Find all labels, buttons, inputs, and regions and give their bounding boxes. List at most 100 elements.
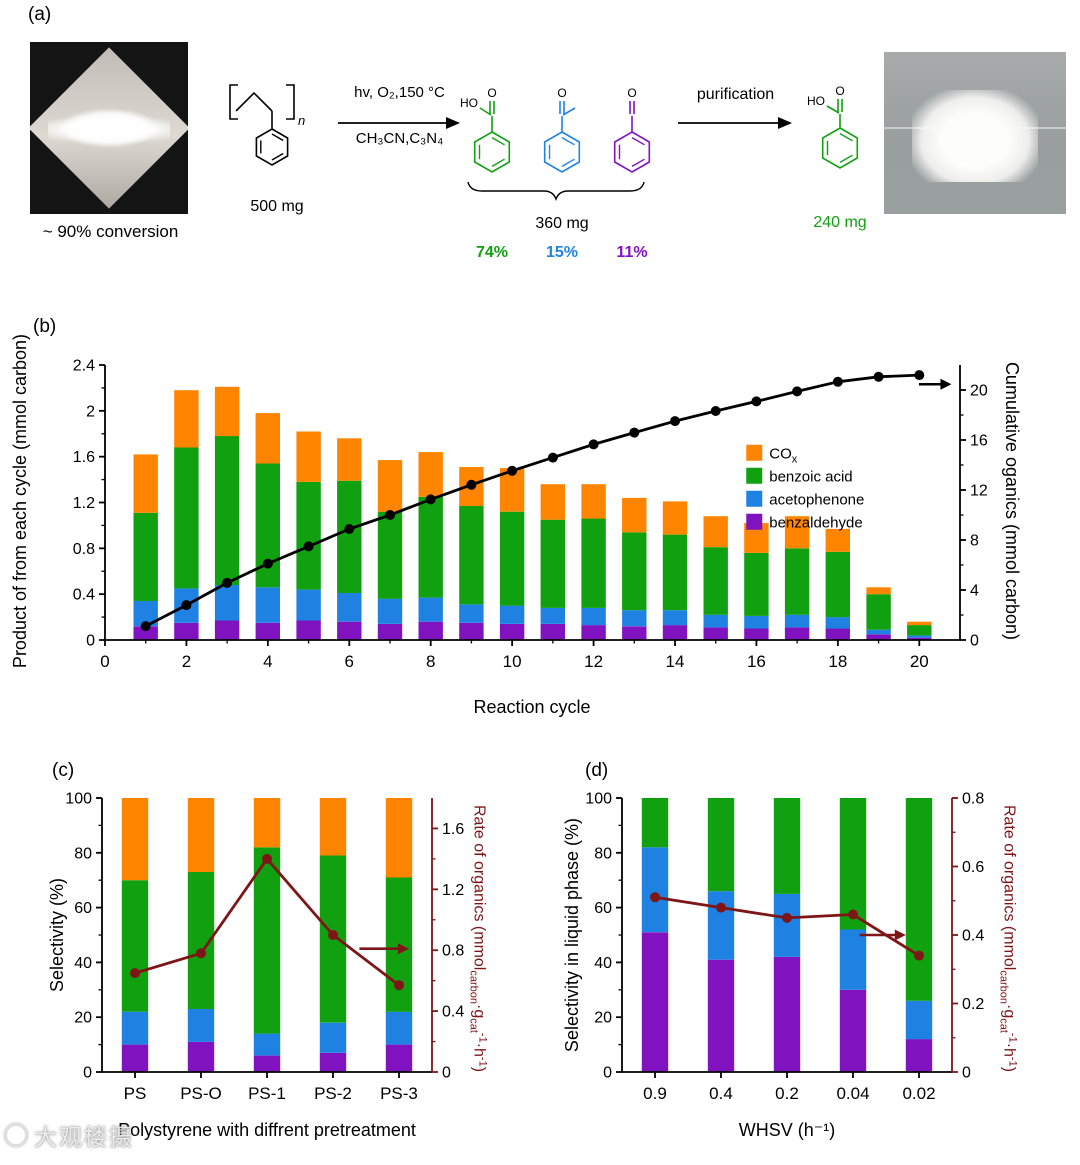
svg-text:0.4: 0.4 [709, 1084, 733, 1103]
svg-text:0.8: 0.8 [442, 943, 464, 960]
svg-text:benzoic acid: benzoic acid [769, 468, 852, 485]
benzoic-percent: 74% [475, 244, 509, 261]
panel-a-label: (a) [28, 4, 52, 25]
acetophenone-O-label: O [557, 86, 566, 100]
polystyrene-structure: n [229, 84, 305, 166]
svg-text:0: 0 [970, 633, 979, 650]
benzaldehyde-O-label: O [627, 86, 636, 100]
svg-text:20: 20 [74, 1010, 92, 1027]
svg-text:PS-O: PS-O [180, 1084, 222, 1103]
benzoic-HO-label: HO [460, 96, 478, 110]
svg-text:60: 60 [594, 900, 612, 917]
svg-text:1.6: 1.6 [73, 449, 95, 466]
pretreatment-chart: 0 20 40 60 80 100 0 0.4 0.8 1.2 1.6 PS PS-O PS-1 PS-2 P… [65, 791, 464, 1104]
svg-text:16: 16 [970, 433, 988, 450]
panel-c-label: (c) [52, 760, 75, 781]
svg-text:40: 40 [74, 955, 92, 972]
svg-text:0: 0 [962, 1065, 971, 1082]
polystyrene-powder [48, 93, 170, 163]
svg-text:COx: COx [769, 445, 798, 465]
svg-text:80: 80 [594, 845, 612, 862]
svg-text:2.4: 2.4 [73, 358, 95, 375]
svg-text:18: 18 [828, 652, 847, 671]
svg-text:1.2: 1.2 [73, 495, 95, 512]
svg-text:6: 6 [345, 652, 354, 671]
panel-d-x-axis-title: WHSV (h⁻¹) [738, 1120, 836, 1140]
svg-text:8: 8 [970, 533, 979, 550]
svg-text:12: 12 [584, 652, 603, 671]
reaction-cycles-chart: 0 0.4 0.8 1.2 1.6 2 2.4 0 4 8 12 16 20 0 2 4 6 8 10 12 14 16 1… [73, 358, 988, 672]
svg-text:100: 100 [65, 791, 92, 808]
reaction-arrow-icon [338, 117, 460, 129]
svg-text:0.4: 0.4 [442, 1004, 464, 1021]
svg-text:0: 0 [442, 1065, 451, 1082]
benzaldehyde-percent: 11% [616, 244, 648, 261]
purified-benzoic-acid-structure: HO O [807, 84, 859, 169]
svg-text:1.6: 1.6 [442, 821, 464, 838]
svg-text:0.4: 0.4 [962, 928, 984, 945]
benzoic-O-label: O [835, 84, 844, 98]
repeat-unit-n: n [298, 113, 305, 128]
svg-text:20: 20 [970, 383, 988, 400]
svg-text:14: 14 [666, 652, 685, 671]
svg-text:acetophenone: acetophenone [769, 491, 864, 508]
svg-text:0: 0 [83, 1065, 92, 1082]
svg-text:60: 60 [74, 900, 92, 917]
benzoic-acid-ring [821, 127, 859, 169]
svg-text:0: 0 [603, 1065, 612, 1082]
svg-text:0.04: 0.04 [836, 1084, 869, 1103]
svg-text:0.4: 0.4 [73, 587, 95, 604]
brace-icon [467, 181, 645, 201]
whsv-chart: 0 20 40 60 80 100 0 0.2 0.4 0.6 0.8 0.9 0.4 0.2 0.04 0.… [585, 791, 984, 1104]
svg-text:4: 4 [970, 583, 979, 600]
panel-b-x-axis-title: Reaction cycle [473, 697, 591, 717]
watermark: 大观楼摄 [4, 1118, 134, 1152]
svg-text:PS: PS [124, 1084, 147, 1103]
svg-text:0.6: 0.6 [962, 859, 984, 876]
svg-text:0.02: 0.02 [902, 1084, 935, 1103]
watermark-text: 大观楼摄 [34, 1124, 134, 1150]
watermark-logo-icon [4, 1123, 28, 1147]
svg-text:20: 20 [594, 1010, 612, 1027]
svg-text:PS-1: PS-1 [248, 1084, 286, 1103]
svg-text:PS-2: PS-2 [314, 1084, 352, 1103]
svg-text:40: 40 [594, 955, 612, 972]
svg-text:16: 16 [747, 652, 766, 671]
panel-b-left-axis-title: Product of from each cycle (mmol carbon) [10, 333, 30, 669]
conditions-bottom: CH₃CN,C₃N₄ [355, 130, 444, 147]
svg-text:0.8: 0.8 [962, 791, 984, 808]
svg-text:0.2: 0.2 [962, 996, 984, 1013]
products-structures: HO O O O [460, 86, 651, 201]
svg-text:8: 8 [426, 652, 435, 671]
benzoic-HO-label: HO [807, 94, 825, 108]
svg-text:20: 20 [910, 652, 929, 671]
svg-text:12: 12 [970, 483, 988, 500]
acetophenone-ring [543, 131, 581, 173]
conversion-caption: ~ 90% conversion [42, 222, 179, 241]
panel-b-label: (b) [33, 316, 57, 337]
conditions-top: hv, O₂,150 °C [354, 84, 445, 101]
polystyrene-photo [30, 42, 188, 214]
svg-text:4: 4 [263, 652, 272, 671]
svg-text:10: 10 [503, 652, 522, 671]
svg-text:0.2: 0.2 [775, 1084, 799, 1103]
acetophenone-percent: 15% [545, 244, 579, 261]
benzoic-acid-ring [473, 131, 511, 173]
svg-text:0.9: 0.9 [643, 1084, 667, 1103]
svg-text:0.8: 0.8 [73, 541, 95, 558]
panel-d-label: (d) [585, 760, 609, 781]
svg-text:100: 100 [585, 791, 612, 808]
svg-text:benzaldehyde: benzaldehyde [769, 514, 862, 531]
benzoic-O-label: O [487, 86, 496, 100]
svg-text:0: 0 [100, 652, 109, 671]
svg-text:1.2: 1.2 [442, 882, 464, 899]
purification-label: purification [696, 86, 775, 103]
benzoic-acid-powder [912, 90, 1038, 183]
products-mass: 360 mg [535, 215, 589, 232]
svg-text:2: 2 [182, 652, 191, 671]
svg-text:0: 0 [86, 633, 95, 650]
purified-product-photo [884, 52, 1066, 214]
svg-text:80: 80 [74, 845, 92, 862]
phenyl-ring [255, 128, 289, 166]
